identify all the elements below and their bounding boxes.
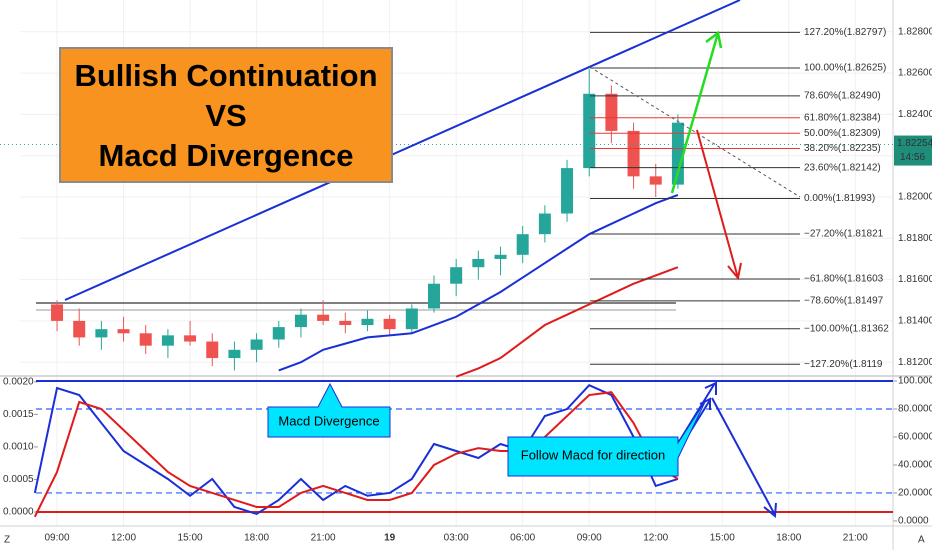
candle-body xyxy=(184,335,197,342)
x-tick-label: 15:00 xyxy=(178,533,203,544)
fib-diagonal xyxy=(589,66,801,198)
callout-text: Follow Macd for direction xyxy=(521,447,666,462)
series-line xyxy=(33,391,679,518)
x-tick-label: 12:00 xyxy=(111,533,136,544)
x-tick-label: 18:00 xyxy=(776,533,801,544)
y-tick-label: 0.0005 xyxy=(3,474,34,485)
x-tick-label: 21:00 xyxy=(843,533,868,544)
candle-body xyxy=(538,213,551,235)
y2-tick-label: 0.0000 xyxy=(898,516,929,527)
candle-body xyxy=(383,318,396,330)
x-tick-label: 15:00 xyxy=(710,533,735,544)
fib-label: −27.20%(1.81821 xyxy=(804,229,884,240)
x-tick-label: 19 xyxy=(384,533,396,544)
callout xyxy=(507,399,707,477)
corner-label: A xyxy=(918,535,925,546)
green-arrow xyxy=(670,30,723,194)
candle-body xyxy=(228,349,241,359)
corner-label: Z xyxy=(4,535,10,546)
title-line: VS xyxy=(205,98,246,133)
candle-body xyxy=(583,93,596,169)
series-line xyxy=(33,384,679,516)
title-box xyxy=(59,47,393,183)
fib-label: −127.20%(1.8119 xyxy=(804,359,883,370)
candle-body xyxy=(472,258,485,268)
candle-body xyxy=(605,93,618,131)
fib-label: 0.00%(1.81993) xyxy=(804,193,875,204)
y2-tick-label: 60.0000 xyxy=(898,432,932,443)
countdown-label: 14:56 xyxy=(900,152,925,163)
y2-tick-label: 80.0000 xyxy=(898,404,932,415)
x-tick-label: 06:00 xyxy=(510,533,535,544)
candle-body xyxy=(51,304,64,321)
red-arrow xyxy=(696,129,742,281)
marks xyxy=(0,31,893,518)
candle-body xyxy=(516,234,529,255)
y2-tick-label: 20.0000 xyxy=(898,488,932,499)
fib-label: 61.80%(1.82384) xyxy=(804,112,881,123)
x-tick-label: 12:00 xyxy=(643,533,668,544)
candle-body xyxy=(450,267,463,284)
price-badge xyxy=(894,135,932,166)
fib-label: 78.60%(1.82490) xyxy=(804,90,881,101)
fib-label: −78.60%(1.81497 xyxy=(804,296,884,307)
candle-body xyxy=(206,341,219,359)
x-tick-label: 09:00 xyxy=(45,533,70,544)
candle-body xyxy=(73,320,86,338)
candle-body xyxy=(272,327,285,340)
candle-body xyxy=(361,318,374,326)
x-tick-label: 03:00 xyxy=(444,533,469,544)
series-line xyxy=(455,266,679,378)
title-line: Macd Divergence xyxy=(99,138,354,173)
x-tick-label: 21:00 xyxy=(311,533,336,544)
candle-body xyxy=(95,329,108,338)
y-tick-label: 1.82000 xyxy=(898,192,932,203)
fib-label: 100.00%(1.82625) xyxy=(804,63,886,74)
candle-body xyxy=(139,333,152,346)
x-tick-label: 18:00 xyxy=(244,533,269,544)
candle-body xyxy=(161,335,174,346)
callout xyxy=(267,382,391,438)
candle-body xyxy=(250,339,263,350)
y-tick-label: 0.0020 xyxy=(3,376,34,387)
fib-label: −100.00%(1.81362 xyxy=(804,323,889,334)
candle-body xyxy=(627,130,640,177)
candle-body xyxy=(649,176,662,185)
y-tick-label: 0.0015 xyxy=(3,409,34,420)
y-tick-label: 0.0000 xyxy=(3,507,34,518)
series-line xyxy=(278,193,679,372)
y2-tick-label: 100.0000 xyxy=(898,376,932,387)
current-price-label: 1.82254 xyxy=(897,138,932,149)
candle-body xyxy=(339,320,352,326)
fib-label: −61.80%(1.81603 xyxy=(804,274,884,285)
fib-label: 50.00%(1.82309) xyxy=(804,128,881,139)
title-line: Bullish Continuation xyxy=(74,58,377,93)
y-tick-label: 1.81400 xyxy=(898,316,932,327)
candle-body xyxy=(294,314,307,328)
y-tick-label: 1.81600 xyxy=(898,274,932,285)
candle-body xyxy=(427,283,440,309)
candle-body xyxy=(671,122,684,185)
x-tick-label: 09:00 xyxy=(577,533,602,544)
y-tick-label: 0.0010 xyxy=(3,442,34,453)
y-tick-label: 1.81200 xyxy=(898,357,932,368)
candle-body xyxy=(494,254,507,259)
y-tick-label: 1.82400 xyxy=(898,109,932,120)
trend-line xyxy=(64,0,741,301)
y-tick-label: 1.82600 xyxy=(898,68,932,79)
candle-body xyxy=(317,314,330,321)
y-tick-label: 1.82800 xyxy=(898,26,932,37)
fib-label: 23.60%(1.82142) xyxy=(804,162,881,173)
candle-body xyxy=(561,168,574,214)
fib-label: 127.20%(1.82797) xyxy=(804,27,886,38)
y2-tick-label: 40.0000 xyxy=(898,460,932,471)
candle-body xyxy=(117,329,130,334)
y-tick-label: 1.81800 xyxy=(898,233,932,244)
callout-text: Macd Divergence xyxy=(278,413,379,428)
fib-label: 38.20%(1.82235) xyxy=(804,143,881,154)
candle-body xyxy=(405,308,418,330)
